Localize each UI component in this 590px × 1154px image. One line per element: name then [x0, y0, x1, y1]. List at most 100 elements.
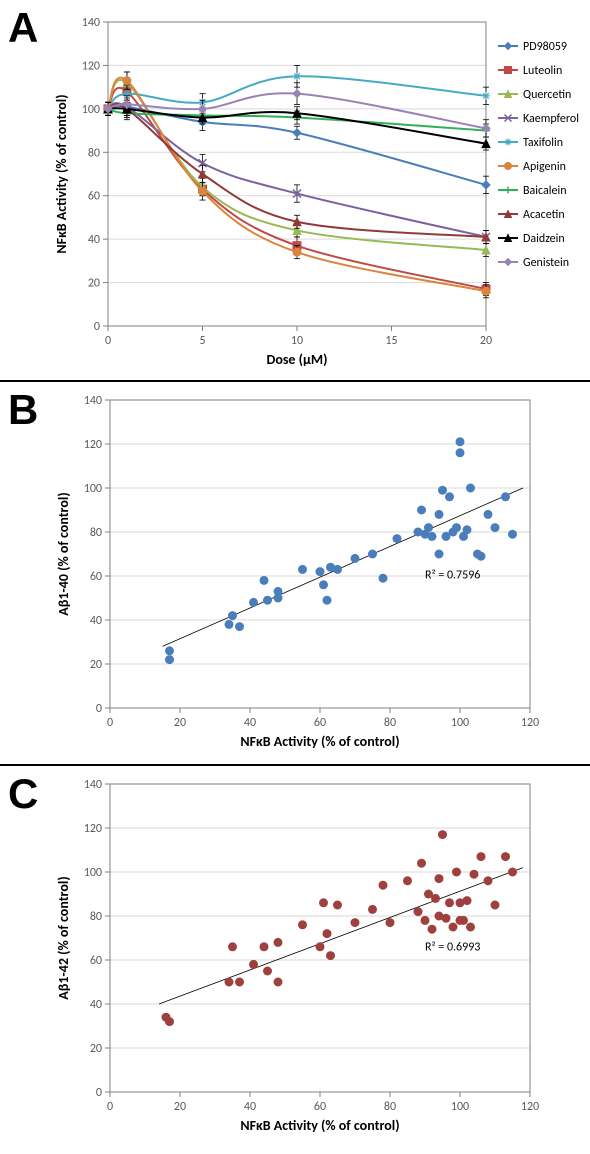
panelB-r2: R² = 0.7596: [425, 569, 480, 583]
svg-text:60: 60: [90, 954, 102, 968]
legend-luteolin: Luteolin: [523, 64, 562, 78]
svg-text:0: 0: [105, 334, 111, 348]
scatter-point: [491, 901, 500, 910]
scatter-point: [435, 510, 444, 519]
svg-text:40: 40: [88, 233, 100, 247]
scatter-point: [260, 942, 269, 951]
svg-text:60: 60: [314, 1100, 326, 1114]
scatter-point: [428, 925, 437, 934]
legend-quercetin: Quercetin: [523, 88, 571, 102]
svg-text:15: 15: [385, 334, 397, 348]
svg-text:0: 0: [107, 716, 113, 730]
scatter-point: [393, 534, 402, 543]
scatter-point: [431, 894, 440, 903]
scatter-point: [386, 918, 395, 927]
scatter-point: [316, 942, 325, 951]
svg-text:100: 100: [82, 103, 100, 117]
svg-text:100: 100: [84, 866, 102, 880]
scatter-point: [463, 896, 472, 905]
scatter-point: [351, 918, 360, 927]
scatter-point: [438, 830, 447, 839]
panel-a-chart: 02040608010012014005101520Dose (μM)NFκB …: [0, 0, 590, 380]
svg-text:5: 5: [199, 334, 205, 348]
svg-text:20: 20: [90, 658, 102, 672]
scatter-point: [225, 978, 234, 987]
svg-text:120: 120: [521, 1100, 539, 1114]
scatter-point: [442, 914, 451, 923]
svg-text:20: 20: [174, 1100, 186, 1114]
legend-pd98059: PD98059: [523, 40, 567, 54]
svg-text:80: 80: [384, 716, 396, 730]
legend-baicalein: Baicalein: [523, 184, 567, 198]
scatter-point: [368, 905, 377, 914]
svg-text:120: 120: [82, 59, 100, 73]
scatter-point: [379, 881, 388, 890]
svg-text:80: 80: [90, 910, 102, 924]
figure: A02040608010012014005101520Dose (μM)NFκB…: [0, 0, 590, 1149]
panel-c: C020406080100120140020406080100120NFκB A…: [0, 766, 590, 1149]
panelC-r2: R² = 0.6993: [425, 940, 480, 954]
svg-text:80: 80: [88, 146, 100, 160]
scatter-point: [333, 565, 342, 574]
scatter-point: [484, 510, 493, 519]
scatter-point: [403, 876, 412, 885]
scatter-point: [323, 929, 332, 938]
svg-text:0: 0: [107, 1100, 113, 1114]
legend-acacetin: Acacetin: [523, 208, 565, 222]
scatter-point: [274, 938, 283, 947]
scatter-point: [477, 852, 486, 861]
scatter-point: [435, 874, 444, 883]
scatter-point: [228, 611, 237, 620]
svg-text:80: 80: [384, 1100, 396, 1114]
scatter-point: [452, 868, 461, 877]
svg-text:20: 20: [480, 334, 492, 348]
svg-text:140: 140: [84, 778, 102, 792]
scatter-point: [445, 492, 454, 501]
svg-text:120: 120: [84, 822, 102, 836]
scatter-point: [470, 870, 479, 879]
panelC-trendline: [159, 868, 523, 1004]
svg-text:40: 40: [244, 1100, 256, 1114]
scatter-point: [417, 859, 426, 868]
panelB-xlabel: NFκB Activity (% of control): [240, 733, 399, 750]
scatter-point: [435, 550, 444, 559]
scatter-point: [452, 523, 461, 532]
scatter-point: [463, 525, 472, 534]
legend-kaempferol: Kaempferol: [523, 112, 579, 126]
scatter-point: [466, 923, 475, 932]
scatter-point: [235, 978, 244, 987]
svg-text:140: 140: [82, 16, 100, 30]
scatter-point: [165, 1017, 174, 1026]
scatter-point: [165, 646, 174, 655]
scatter-point: [484, 876, 493, 885]
panelC-label: C: [8, 770, 38, 818]
svg-text:40: 40: [90, 614, 102, 628]
scatter-point: [456, 448, 465, 457]
svg-text:20: 20: [88, 277, 100, 291]
svg-text:10: 10: [291, 334, 303, 348]
svg-text:100: 100: [84, 482, 102, 496]
panelC-xlabel: NFκB Activity (% of control): [240, 1117, 399, 1134]
panelB-ylabel: Aβ1-40 (% of control): [55, 492, 72, 615]
scatter-point: [417, 506, 426, 515]
svg-text:140: 140: [84, 394, 102, 408]
scatter-point: [319, 580, 328, 589]
scatter-point: [249, 960, 258, 969]
svg-text:20: 20: [90, 1042, 102, 1056]
scatter-point: [421, 916, 430, 925]
scatter-point: [319, 898, 328, 907]
scatter-point: [333, 901, 342, 910]
scatter-point: [445, 898, 454, 907]
svg-text:100: 100: [451, 716, 469, 730]
scatter-point: [263, 967, 272, 976]
panel-a-xlabel: Dose (μM): [267, 351, 328, 368]
svg-text:60: 60: [90, 570, 102, 584]
panel-a-ylabel: NFκB Activity (% of control): [53, 94, 70, 253]
scatter-point: [466, 484, 475, 493]
scatter-point: [368, 550, 377, 559]
svg-text:0: 0: [94, 320, 100, 334]
scatter-point: [508, 530, 517, 539]
scatter-point: [351, 554, 360, 563]
scatter-point: [379, 574, 388, 583]
scatter-point: [298, 565, 307, 574]
